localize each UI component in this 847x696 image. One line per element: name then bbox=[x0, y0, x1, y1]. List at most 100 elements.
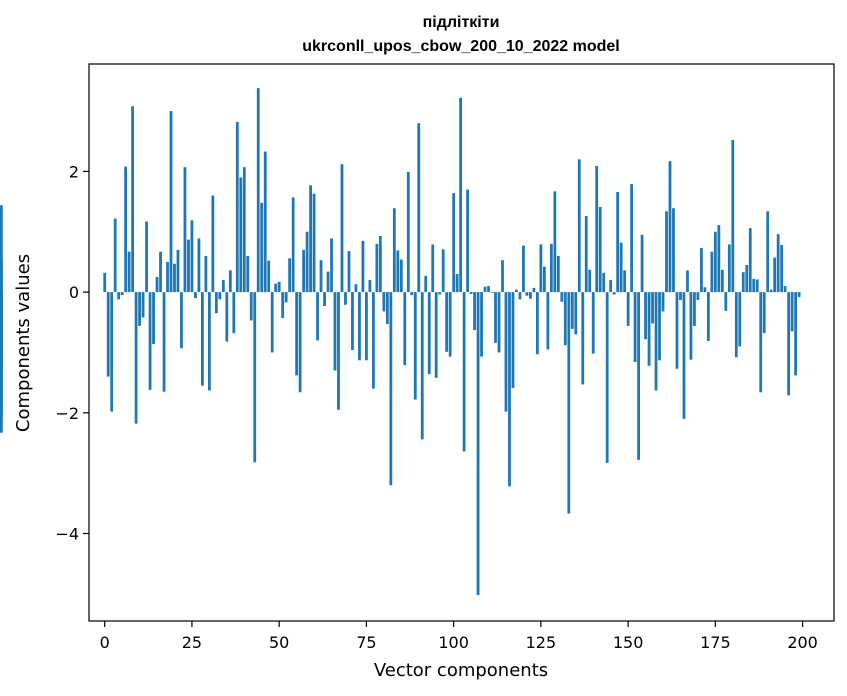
bar bbox=[570, 292, 574, 329]
bar bbox=[469, 292, 473, 294]
bar bbox=[490, 292, 494, 293]
bar bbox=[658, 292, 661, 361]
bar bbox=[295, 292, 299, 376]
x-tick-label: 175 bbox=[700, 633, 731, 652]
bar bbox=[148, 292, 152, 390]
bar bbox=[693, 292, 696, 326]
bar bbox=[787, 292, 791, 396]
bar bbox=[776, 234, 780, 293]
bar bbox=[703, 287, 707, 293]
bar bbox=[710, 251, 714, 293]
bar bbox=[441, 249, 445, 293]
bar bbox=[256, 88, 260, 293]
bar bbox=[501, 260, 504, 293]
bar bbox=[483, 286, 487, 293]
bar bbox=[448, 292, 452, 357]
bar bbox=[536, 292, 539, 355]
bar bbox=[382, 292, 386, 312]
bar bbox=[117, 292, 121, 300]
bar bbox=[204, 255, 208, 293]
bar bbox=[668, 161, 672, 293]
bar bbox=[166, 261, 169, 293]
bar bbox=[155, 277, 159, 293]
bar bbox=[623, 270, 627, 293]
bar bbox=[232, 292, 236, 334]
bar bbox=[361, 240, 365, 293]
bar bbox=[584, 216, 588, 293]
chart-title-line-1: підліткіти bbox=[423, 14, 500, 31]
bar bbox=[358, 292, 361, 361]
bar bbox=[727, 244, 731, 293]
bar bbox=[689, 292, 693, 360]
bar bbox=[197, 238, 201, 293]
bar bbox=[434, 292, 438, 378]
bar bbox=[221, 280, 225, 293]
bar bbox=[333, 292, 337, 371]
bar bbox=[211, 195, 215, 293]
bar bbox=[110, 292, 114, 412]
bar bbox=[675, 292, 679, 369]
bar bbox=[748, 228, 752, 293]
bar bbox=[445, 292, 449, 352]
bar bbox=[316, 292, 319, 341]
bar bbox=[399, 259, 403, 293]
bar bbox=[323, 292, 326, 306]
x-axis-ticks: 0 25 50 75 100 125 150 175 200 bbox=[100, 621, 818, 652]
bar bbox=[239, 177, 243, 293]
bar bbox=[682, 292, 686, 419]
bar bbox=[302, 249, 305, 293]
bar bbox=[522, 245, 525, 293]
bar bbox=[567, 292, 571, 514]
bar bbox=[462, 292, 466, 452]
bar bbox=[420, 292, 424, 440]
bar bbox=[738, 292, 742, 347]
bar bbox=[700, 248, 703, 293]
bar bbox=[288, 258, 292, 293]
bar bbox=[305, 231, 309, 293]
bar bbox=[679, 292, 682, 300]
bar-series bbox=[0, 88, 801, 596]
x-tick-label: 50 bbox=[269, 633, 289, 652]
bar bbox=[396, 250, 400, 293]
bar bbox=[354, 284, 358, 293]
bar bbox=[553, 191, 557, 293]
bar bbox=[389, 292, 393, 486]
bar bbox=[378, 235, 382, 293]
bar bbox=[556, 255, 560, 293]
bar bbox=[106, 292, 110, 377]
bar bbox=[201, 292, 204, 386]
bar bbox=[187, 239, 190, 293]
bar bbox=[769, 289, 773, 293]
bar bbox=[790, 292, 794, 332]
bar bbox=[309, 185, 312, 293]
bar bbox=[194, 292, 197, 299]
bar bbox=[720, 269, 724, 293]
bar bbox=[152, 292, 155, 345]
y-tick-label: −2 bbox=[55, 404, 79, 423]
bar bbox=[385, 292, 389, 325]
bar bbox=[686, 270, 689, 293]
bar bbox=[413, 292, 417, 400]
bar bbox=[504, 292, 508, 412]
bar bbox=[218, 292, 222, 300]
bar bbox=[487, 286, 490, 293]
bar bbox=[640, 234, 644, 293]
bar bbox=[337, 292, 340, 410]
y-tick-label: 2 bbox=[69, 162, 79, 181]
bar bbox=[598, 207, 602, 293]
x-tick-label: 200 bbox=[787, 633, 818, 652]
bar bbox=[605, 292, 609, 463]
bar bbox=[319, 260, 323, 293]
bar bbox=[560, 292, 564, 302]
bar bbox=[647, 292, 651, 366]
bar bbox=[159, 251, 162, 293]
bar bbox=[263, 151, 267, 293]
bar bbox=[281, 292, 285, 319]
bar bbox=[762, 292, 766, 334]
bar bbox=[518, 292, 522, 300]
x-tick-label: 0 bbox=[100, 633, 110, 652]
bar bbox=[797, 292, 801, 297]
bar bbox=[633, 292, 637, 363]
bar bbox=[124, 166, 128, 293]
bar bbox=[546, 292, 550, 350]
